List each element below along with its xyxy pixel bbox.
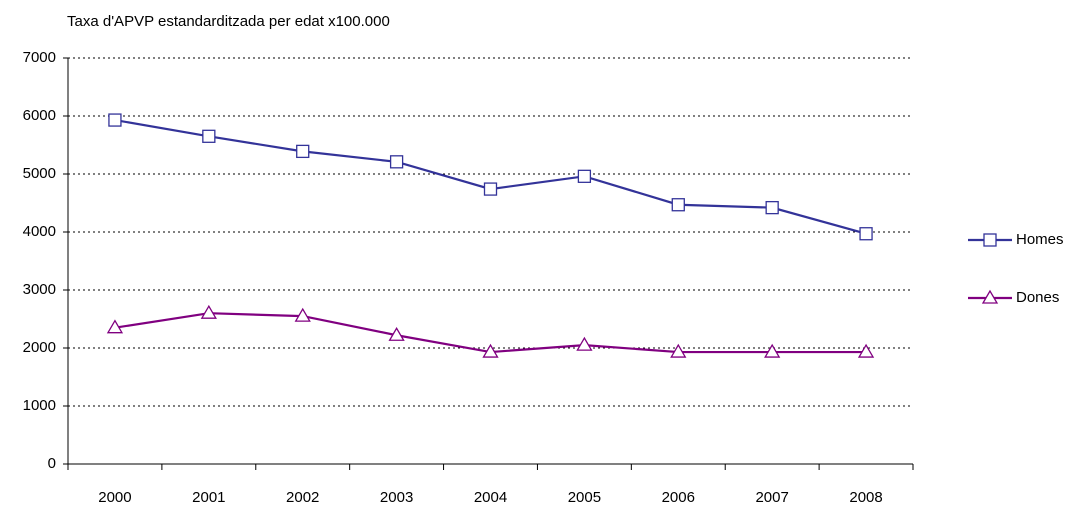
data-point — [670, 343, 687, 358]
legend-marker — [983, 233, 997, 247]
x-tick-label: 2007 — [755, 489, 788, 506]
data-point — [202, 129, 216, 143]
y-tick-label: 5000 — [23, 165, 56, 182]
data-point — [764, 343, 781, 358]
y-tick-label: 1000 — [23, 397, 56, 414]
x-tick-label: 2001 — [192, 489, 225, 506]
chart-title: Taxa d'APVP estandarditzada per edat x10… — [67, 13, 390, 30]
x-tick-label: 2004 — [474, 489, 507, 506]
data-point — [389, 155, 404, 169]
data-point — [106, 319, 124, 334]
data-point — [482, 343, 499, 358]
data-point — [765, 200, 779, 215]
y-tick-label: 7000 — [23, 49, 56, 66]
y-tick-label: 2000 — [23, 339, 56, 356]
data-point — [200, 304, 217, 319]
data-point — [671, 198, 685, 212]
data-point — [857, 343, 875, 358]
x-tick-label: 2006 — [662, 489, 695, 506]
x-tick-label: 2003 — [380, 489, 413, 506]
data-point — [294, 307, 311, 322]
y-tick-label: 0 — [48, 455, 56, 472]
data-point — [388, 326, 405, 341]
data-point — [859, 227, 873, 241]
data-point — [576, 336, 593, 351]
data-point — [296, 144, 310, 159]
y-tick-label: 3000 — [23, 281, 56, 298]
legend-label: Homes — [1016, 231, 1064, 248]
data-point — [108, 113, 122, 127]
x-tick-label: 2000 — [98, 489, 131, 506]
legend-marker — [981, 289, 999, 304]
x-tick-label: 2005 — [568, 489, 601, 506]
y-tick-label: 4000 — [23, 223, 56, 240]
legend-label: Dones — [1016, 289, 1059, 306]
data-point — [577, 169, 592, 183]
y-tick-label: 6000 — [23, 107, 56, 124]
series-line — [114, 118, 867, 235]
data-point — [483, 182, 498, 196]
x-tick-label: 2002 — [286, 489, 319, 506]
x-tick-label: 2008 — [849, 489, 882, 506]
